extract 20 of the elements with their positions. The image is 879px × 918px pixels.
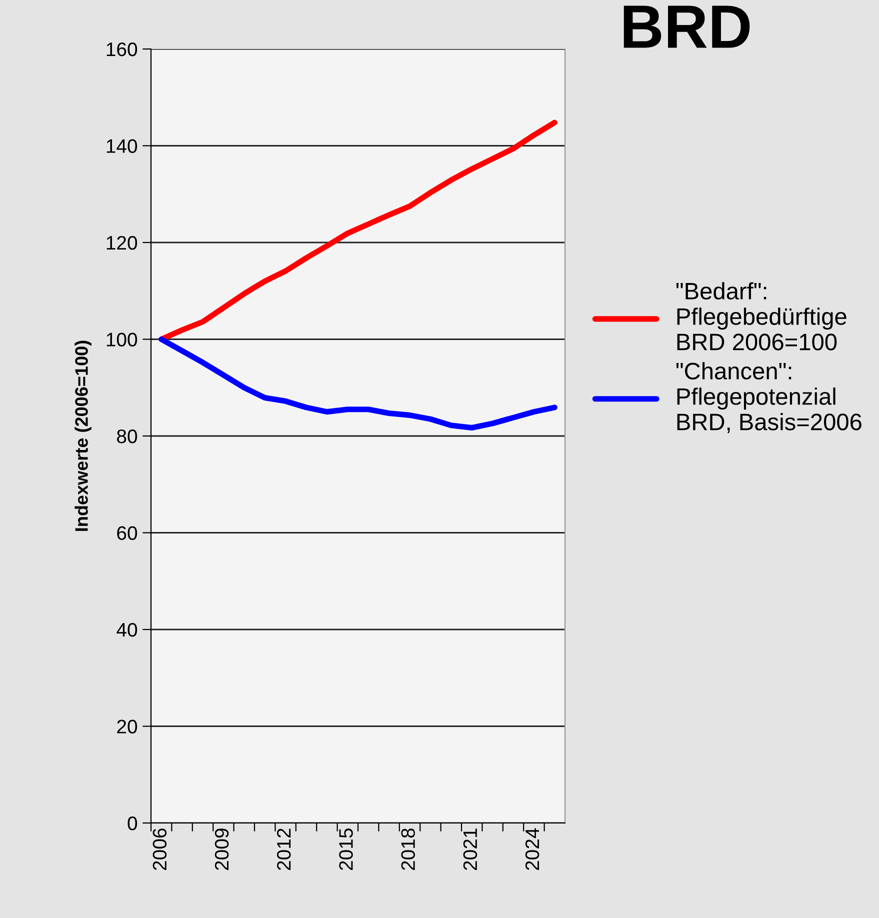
y-axis-title: Indexwerte (2006=100) (74, 340, 92, 531)
y-tick-label: 100 (106, 332, 138, 346)
x-tick-label: 2018 (401, 828, 415, 870)
y-tick-label: 0 (128, 816, 138, 830)
x-tick-label: 2009 (214, 828, 229, 870)
y-tick-label: 140 (106, 139, 138, 153)
x-tick-label: 2021 (463, 828, 478, 870)
x-tick-label: 2015 (339, 828, 353, 870)
legend-label: "Chancen": Pflegepotenzial BRD, Basis=2006 (676, 362, 862, 434)
x-tick-label: 2012 (277, 828, 291, 870)
y-tick-label: 60 (117, 526, 138, 540)
y-tick-label: 160 (106, 42, 138, 56)
legend-label: "Bedarf": Pflegebedürftige BRD 2006=100 (676, 282, 846, 350)
x-tick-label: 2024 (525, 828, 540, 870)
y-tick-label: 80 (117, 429, 138, 444)
chart-title: BRD (624, 6, 750, 48)
x-tick-label: 2006 (152, 828, 167, 870)
y-tick-label: 20 (117, 720, 138, 734)
y-tick-label: 120 (106, 236, 138, 250)
y-tick-label: 40 (116, 622, 138, 637)
